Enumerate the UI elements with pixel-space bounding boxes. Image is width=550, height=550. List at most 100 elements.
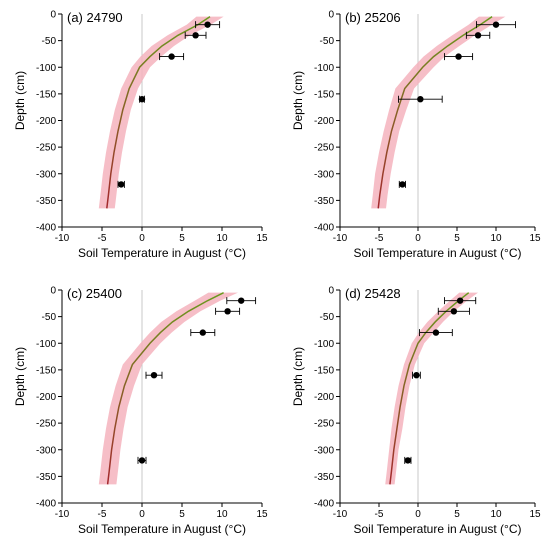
x-axis-title: Soil Temperature in August (°C) — [354, 522, 522, 536]
y-tick-label: -150 — [314, 365, 334, 376]
y-tick-label: -350 — [314, 196, 334, 207]
panel-title-a: (a) 24790 — [67, 10, 123, 25]
x-tick-label: 15 — [256, 509, 268, 520]
observation-point — [138, 96, 146, 103]
y-tick-label: -400 — [36, 499, 56, 510]
y-tick-label: -250 — [314, 143, 334, 154]
model-line — [106, 16, 211, 209]
y-tick-label: -250 — [314, 419, 334, 430]
y-tick-label: -150 — [36, 365, 56, 376]
y-tick-label: -400 — [314, 223, 334, 234]
y-tick-label: -250 — [36, 419, 56, 430]
x-tick-label: -5 — [375, 509, 384, 520]
x-tick-label: 5 — [454, 233, 460, 244]
observation-point — [404, 457, 412, 464]
x-tick-label: 15 — [529, 509, 541, 520]
observation-point — [417, 96, 424, 103]
observation-point — [456, 297, 464, 304]
observation-point — [455, 53, 462, 60]
y-axis-title: Depth (cm) — [291, 71, 305, 130]
uncertainty-band — [98, 292, 238, 485]
y-tick-label: 0 — [50, 286, 56, 297]
x-tick-label: -10 — [55, 509, 70, 520]
panel-b: -10 -5 0 5 10 150-50-100-150-200-250-300-350-… — [291, 10, 541, 261]
x-tick-label: 15 — [256, 233, 268, 244]
y-tick-label: -200 — [36, 392, 56, 403]
x-tick-label: 10 — [216, 233, 228, 244]
y-tick-label: -150 — [36, 89, 56, 100]
x-tick-label: -10 — [333, 509, 348, 520]
panel-title-c: (c) 25400 — [67, 286, 122, 301]
observation-point — [192, 32, 199, 39]
panel-c: -10 -5 0 5 10 150-50-100-150-200-250-300-350-… — [13, 286, 268, 537]
y-axis-title: Depth (cm) — [13, 71, 27, 130]
x-tick-label: 0 — [415, 509, 421, 520]
y-tick-label: -50 — [320, 36, 335, 47]
y-tick-label: -50 — [42, 36, 57, 47]
x-tick-label: -5 — [98, 509, 107, 520]
observation-point — [199, 329, 206, 336]
y-tick-label: -350 — [36, 196, 56, 207]
x-axis-title: Soil Temperature in August (°C) — [78, 522, 246, 536]
uncertainty-band — [371, 16, 506, 209]
x-tick-label: 15 — [529, 233, 541, 244]
observation-point — [224, 308, 231, 315]
observation-point — [474, 32, 482, 39]
model-line — [377, 16, 493, 209]
y-tick-label: -100 — [314, 339, 334, 350]
y-axis-title: Depth (cm) — [291, 347, 305, 406]
x-axis-title: Soil Temperature in August (°C) — [78, 246, 246, 260]
y-tick-label: -300 — [36, 169, 56, 180]
observation-point — [150, 372, 158, 379]
x-axis-title: Soil Temperature in August (°C) — [354, 246, 522, 260]
observation-point — [204, 21, 211, 28]
x-tick-label: 5 — [179, 233, 185, 244]
x-tick-label: 10 — [490, 233, 502, 244]
panel-title-d: (d) 25428 — [345, 286, 401, 301]
x-tick-label: 5 — [179, 509, 185, 520]
uncertainty-band — [385, 292, 479, 485]
observation-point — [413, 372, 420, 379]
y-tick-label: 0 — [328, 286, 334, 297]
y-tick-label: -200 — [314, 392, 334, 403]
model-line — [106, 291, 224, 485]
y-tick-label: -400 — [314, 499, 334, 510]
y-tick-label: -100 — [314, 63, 334, 74]
y-tick-label: -350 — [314, 472, 334, 483]
y-tick-label: -50 — [42, 312, 57, 323]
x-tick-label: -10 — [55, 233, 70, 244]
x-tick-label: -5 — [375, 233, 384, 244]
x-tick-label: 10 — [216, 509, 228, 520]
panel-d: -10 -5 0 5 10 150-50-100-150-200-250-300-350-… — [291, 286, 541, 537]
x-tick-label: -10 — [333, 233, 348, 244]
y-tick-label: -300 — [314, 445, 334, 456]
x-tick-label: 0 — [139, 509, 145, 520]
y-tick-label: -200 — [314, 116, 334, 127]
y-tick-label: -300 — [36, 445, 56, 456]
y-tick-label: 0 — [328, 10, 334, 21]
y-tick-label: -100 — [36, 63, 56, 74]
x-tick-label: -5 — [98, 233, 107, 244]
y-tick-label: -250 — [36, 143, 56, 154]
y-tick-label: -100 — [36, 339, 56, 350]
observation-point — [450, 308, 458, 315]
y-tick-label: -200 — [36, 116, 56, 127]
uncertainty-band — [98, 16, 224, 209]
observation-point — [238, 297, 245, 304]
panel-title-b: (b) 25206 — [345, 10, 401, 25]
y-tick-label: -350 — [36, 472, 56, 483]
y-axis-title: Depth (cm) — [13, 347, 27, 406]
x-tick-label: 0 — [139, 233, 145, 244]
y-tick-label: -150 — [314, 89, 334, 100]
x-tick-label: 10 — [490, 509, 502, 520]
x-tick-label: 5 — [454, 509, 460, 520]
y-tick-label: -50 — [320, 312, 335, 323]
observation-point — [138, 457, 146, 464]
observation-point — [118, 181, 125, 188]
y-tick-label: 0 — [50, 10, 56, 21]
panel-a: -10 -5 0 5 10 150-50-100-150-200-250-300-350-… — [13, 10, 268, 261]
x-tick-label: 0 — [415, 233, 421, 244]
observation-point — [399, 181, 406, 188]
observation-point — [168, 53, 175, 60]
